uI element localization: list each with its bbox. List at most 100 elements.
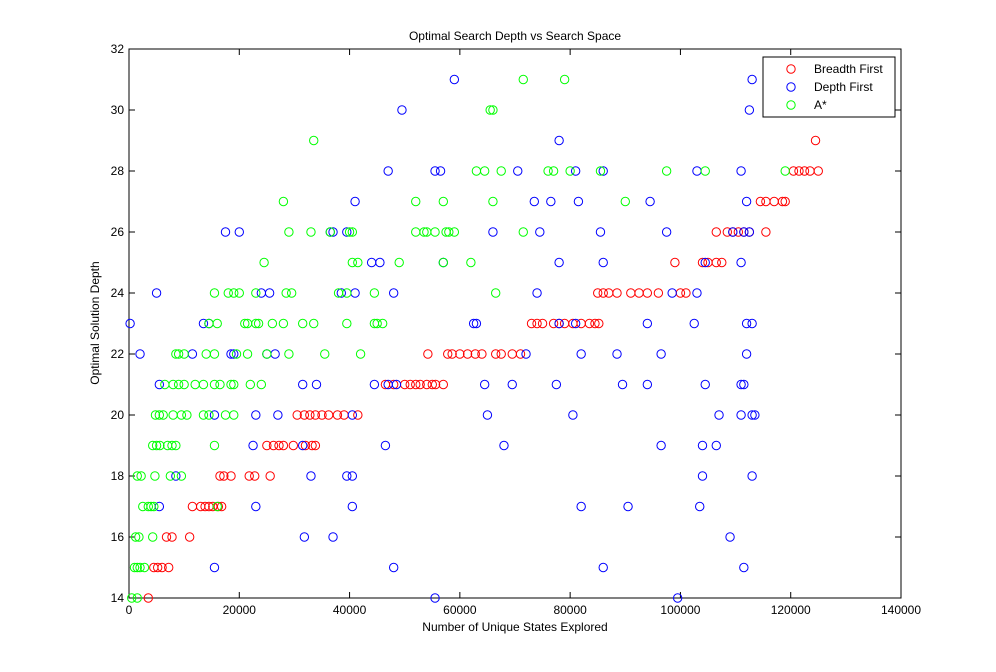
y-tick-label: 14 (111, 591, 125, 605)
data-point (134, 532, 144, 542)
data-point (251, 410, 261, 420)
data-point (443, 349, 453, 359)
data-point (777, 196, 788, 207)
data-point (355, 349, 366, 359)
data-point (262, 440, 272, 451)
data-point (251, 288, 261, 298)
data-point (430, 593, 440, 603)
data-point (623, 501, 633, 512)
data-point (532, 318, 542, 329)
data-point (725, 532, 735, 542)
data-point (284, 227, 294, 237)
data-point (744, 227, 755, 237)
data-point (405, 379, 415, 390)
data-point (554, 135, 564, 146)
y-tick-label: 16 (111, 530, 125, 544)
data-point (143, 593, 154, 603)
data-point (491, 288, 501, 298)
data-point (204, 410, 214, 420)
data-point (700, 166, 710, 176)
data-point (747, 471, 757, 481)
x-tick-label: 40000 (333, 603, 367, 617)
data-point (342, 288, 352, 298)
data-point (485, 105, 495, 115)
data-point (741, 318, 752, 329)
data-point (430, 166, 440, 176)
legend-label: Depth First (814, 80, 873, 94)
data-point (325, 227, 335, 237)
data-point (342, 318, 352, 329)
data-point (350, 196, 360, 207)
data-point (155, 440, 165, 451)
x-tick-label: 140000 (881, 603, 921, 617)
data-point (251, 501, 261, 512)
data-point (306, 227, 316, 237)
data-point (130, 532, 141, 542)
data-point (150, 471, 160, 481)
data-point (576, 349, 586, 359)
data-point (711, 440, 721, 451)
chart-title: Optimal Search Depth vs Search Space (409, 29, 621, 43)
x-tick-label: 20000 (223, 603, 257, 617)
data-point (245, 379, 256, 390)
data-point (427, 379, 437, 390)
data-point (305, 410, 315, 420)
data-point (518, 74, 528, 85)
data-point (689, 318, 699, 329)
data-point (388, 379, 399, 390)
data-point (216, 501, 227, 512)
data-point (328, 532, 338, 542)
data-point (299, 410, 310, 420)
data-point (332, 410, 343, 420)
data-point (515, 349, 526, 359)
data-point (377, 318, 388, 329)
data-point (546, 196, 556, 207)
data-point (209, 349, 220, 359)
data-point (152, 562, 163, 573)
data-point (697, 471, 708, 481)
data-point (347, 471, 358, 481)
data-point (347, 501, 358, 512)
data-point (369, 379, 380, 390)
data-point (435, 166, 446, 176)
data-point (259, 257, 269, 268)
data-point (320, 349, 330, 359)
data-point (146, 501, 156, 512)
data-point (449, 227, 460, 237)
data-point (598, 257, 608, 268)
data-point (154, 410, 165, 420)
data-point (161, 532, 172, 542)
data-point (447, 349, 457, 359)
data-point (595, 227, 606, 237)
data-point (209, 440, 220, 451)
y-axis-title: Optimal Solution Depth (88, 261, 102, 384)
data-point (697, 257, 708, 268)
x-axis-title: Number of Unique States Explored (422, 620, 607, 634)
data-point (148, 440, 158, 451)
data-point (438, 257, 449, 268)
data-point (143, 501, 154, 512)
data-point (132, 593, 142, 603)
data-point (741, 196, 752, 207)
data-point (306, 471, 316, 481)
y-tick-label: 26 (111, 225, 125, 239)
data-point (411, 379, 421, 390)
data-point (250, 471, 260, 481)
data-point (794, 166, 804, 176)
data-point (209, 288, 220, 298)
data-point (482, 410, 493, 420)
data-point (491, 349, 501, 359)
data-point (813, 166, 823, 176)
legend-box (762, 56, 896, 118)
data-point (695, 501, 705, 512)
data-point (136, 471, 146, 481)
data-points (125, 74, 823, 603)
data-point (220, 227, 231, 237)
data-point (150, 410, 161, 420)
data-point (229, 410, 239, 420)
data-point (240, 318, 250, 329)
data-point (513, 166, 523, 176)
data-point (656, 349, 666, 359)
data-point (132, 471, 142, 481)
data-point (251, 318, 261, 329)
